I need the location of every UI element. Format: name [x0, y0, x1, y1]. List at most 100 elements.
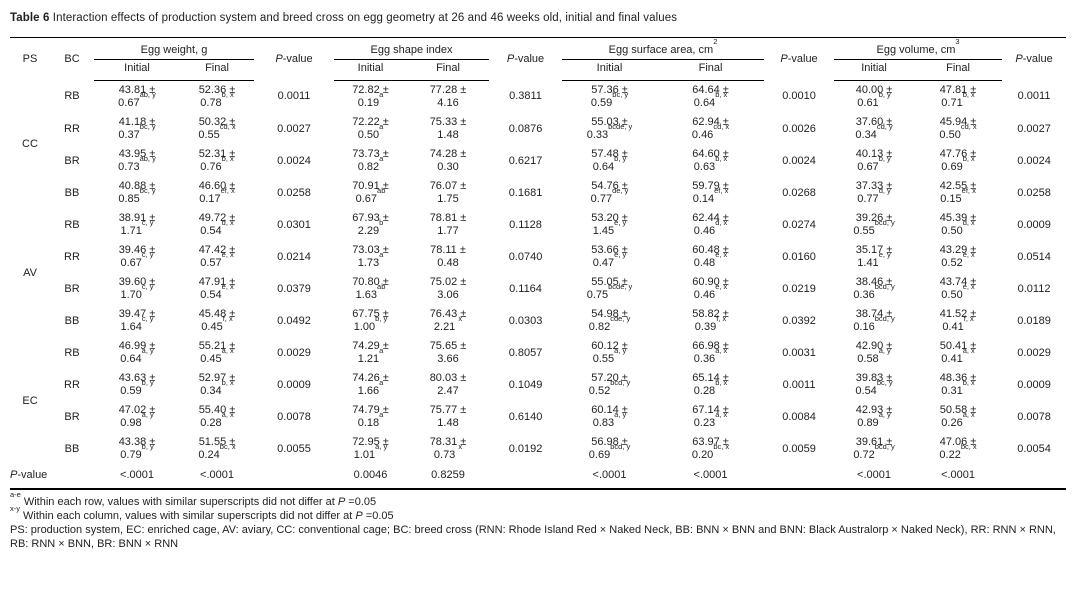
measure-cell: 75.02 ±3.06 — [407, 273, 489, 305]
bc-label: RB — [64, 90, 80, 103]
measure-cell: 62.44 ±0.46d, x — [657, 209, 764, 241]
measure-cell: 53.66 ±0.47e, y — [562, 241, 657, 273]
pvalue-summary-cell — [489, 465, 563, 490]
significance-superscript: a, x — [221, 410, 234, 420]
significance-superscript: c, y — [141, 250, 154, 260]
significance-superscript: b, x — [715, 90, 728, 100]
significance-superscript: a — [379, 154, 384, 164]
pvalue-rest: -value — [17, 469, 48, 481]
p-value-cell: 0.0078 — [1017, 410, 1051, 423]
significance-superscript: b, y — [141, 378, 154, 388]
measure-se: 0.30 — [437, 161, 459, 173]
significance-superscript: a, y — [375, 442, 388, 452]
ps-group-label: EC — [22, 394, 38, 407]
footnote-text-rest: =0.05 — [362, 510, 394, 522]
measure-mean: 75.77 ± — [429, 404, 467, 416]
group-header-egg-weight-label: Egg weight, g — [140, 44, 208, 56]
pvalue-summary-cell — [1002, 465, 1067, 490]
measure-cell: 78.81 ±1.77 — [407, 209, 489, 241]
measure-cell: 58.82 ±0.39f, x — [657, 305, 764, 337]
measure-cell: 43.63 ±0.59b, y — [94, 369, 180, 401]
measure-mean: 60.48 ± — [692, 244, 729, 256]
bc-label: BR — [64, 154, 80, 167]
measure-mean: 40.13 ± — [855, 148, 893, 160]
measure-mean: 45.39 ± — [939, 212, 977, 224]
pvalue-p: P — [10, 469, 18, 481]
measure-se: 0.15ef, x — [940, 186, 976, 205]
measure-cell: 73.73 ±0.82a — [334, 145, 407, 177]
measure-se: 0.58a, y — [857, 346, 891, 365]
significance-superscript: a — [379, 410, 384, 420]
ps-group-label: CC — [22, 138, 38, 151]
measure-mean: 41.52 ± — [939, 308, 977, 320]
measure-mean: 41.18 ± — [118, 116, 156, 128]
significance-superscript: ab, y — [139, 90, 156, 100]
measure-mean: 47.76 ± — [939, 148, 977, 160]
significance-superscript: a, y — [878, 410, 891, 420]
measure-cell: 57.20 ±0.52bcd, y — [562, 369, 657, 401]
table-row: BR 47.02 ±0.98a, y 55.40 ±0.28a, x 0.0078 74… — [10, 401, 1066, 433]
footnote-sup-x-y: x-y — [10, 504, 20, 514]
measure-cell: 52.36 ±0.78b, x — [180, 81, 254, 114]
measure-cell: 46.60 ±0.17ef, x — [180, 177, 254, 209]
measure-se: 0.37bc, y — [118, 122, 156, 141]
measure-cell: 50.32 ±0.55cd, x — [180, 113, 254, 145]
measure-mean: 47.81 ± — [939, 84, 977, 96]
significance-superscript: b, x — [962, 378, 975, 388]
significance-superscript: b, x — [221, 90, 234, 100]
measure-mean: 56.98 ± — [591, 436, 628, 448]
significance-superscript: d, y — [878, 186, 891, 196]
p-value-cell: 0.0492 — [277, 314, 311, 327]
col-header-pvalue-3: P-value — [764, 38, 834, 81]
measure-se: 0.73 x — [433, 442, 463, 461]
measure-mean: 40.88 ± — [118, 180, 156, 192]
measure-mean: 72.95 ± — [352, 436, 389, 448]
measure-cell: 43.95 ±0.73ab, y — [94, 145, 180, 177]
measure-cell: 78.31 ±0.73 x — [407, 433, 489, 465]
measure-se: 0.36a, x — [693, 346, 728, 365]
p-value-cell: 0.0024 — [1017, 154, 1051, 167]
measure-se: 0.23a, x — [693, 410, 728, 429]
significance-superscript: b, y — [375, 314, 388, 324]
measure-cell: 43.81 ±0.67ab, y — [94, 81, 180, 114]
measure-se: 0.55bcd, y — [853, 218, 895, 237]
measure-se: 0.28b, x — [693, 378, 728, 397]
measure-mean: 74.79 ± — [352, 404, 389, 416]
significance-superscript: a, y — [614, 346, 627, 356]
measure-mean: 46.60 ± — [198, 180, 236, 192]
measure-se: 0.78b, x — [200, 90, 234, 109]
measure-se: 1.45e, y — [592, 218, 627, 237]
footnote-sup-a-e: a-e — [10, 490, 21, 500]
p-value-cell: 0.0024 — [277, 154, 311, 167]
significance-superscript: bcd, y — [610, 442, 631, 452]
table-row: BB 43.38 ±0.79b, y 51.55 ±0.24bc, x 0.0055 7… — [10, 433, 1066, 465]
table-row: RR 39.46 ±0.67c, y 47.42 ±0.57e, x 0.0214 73… — [10, 241, 1066, 273]
measure-cell: 38.91 ±1.71c, y — [94, 209, 180, 241]
measure-cell: 54.76 ±0.77de, y — [562, 177, 657, 209]
p-value-cell: 0.0011 — [1017, 90, 1051, 103]
significance-superscript: bcd, y — [874, 282, 895, 292]
measure-se: 2.47 — [437, 385, 459, 397]
measure-mean: 67.93 ± — [352, 212, 389, 224]
measure-mean: 52.97 ± — [198, 372, 236, 384]
bc-label: BB — [64, 186, 80, 199]
measure-se: 0.54d, x — [200, 218, 234, 237]
measure-mean: 77.28 ± — [429, 84, 467, 96]
significance-superscript: e, x — [715, 250, 728, 260]
measure-cell: 55.05 ±0.75bcde, y — [562, 273, 657, 305]
significance-superscript: a, y — [141, 410, 154, 420]
col-header-ps: PS — [22, 52, 38, 65]
measure-mean: 63.97 ± — [692, 436, 729, 448]
significance-superscript: bc, x — [713, 442, 730, 452]
measure-se: 0.64a, y — [120, 346, 154, 365]
p-value-cell: 0.1681 — [508, 186, 543, 199]
p-value-cell: 0.0192 — [508, 442, 543, 455]
measure-mean: 53.20 ± — [591, 212, 628, 224]
measure-mean: 42.55 ± — [939, 180, 977, 192]
measure-se: 0.52e, x — [941, 250, 975, 269]
measure-mean: 78.11 ± — [430, 244, 466, 256]
bc-label: BR — [64, 410, 80, 423]
measure-mean: 38.91 ± — [118, 212, 156, 224]
measure-mean: 50.41 ± — [939, 340, 977, 352]
measure-se: 1.01a, y — [353, 442, 388, 461]
